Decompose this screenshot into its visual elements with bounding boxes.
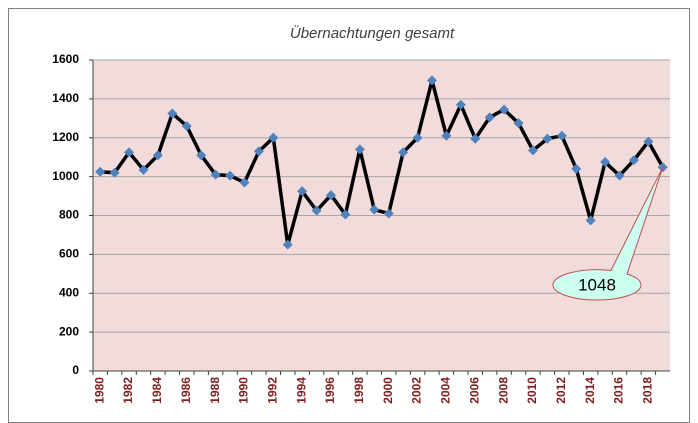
data-point xyxy=(513,118,524,129)
x-tick-label: 1990 xyxy=(237,377,251,404)
data-point xyxy=(527,145,538,156)
data-point xyxy=(455,99,466,110)
series-line xyxy=(100,78,665,247)
callout-shape xyxy=(552,167,664,301)
x-tick-label: 2016 xyxy=(612,377,626,404)
data-point xyxy=(181,121,192,132)
y-tick-label: 1400 xyxy=(52,91,79,105)
data-point xyxy=(369,204,380,215)
x-tick-label: 1996 xyxy=(323,377,337,404)
data-point xyxy=(167,108,178,119)
x-tick-label: 2012 xyxy=(554,377,568,404)
data-point xyxy=(614,170,625,181)
y-tick-label: 1600 xyxy=(52,52,79,66)
data-point xyxy=(239,177,250,188)
data-point xyxy=(354,144,365,155)
y-tick-label: 200 xyxy=(59,324,79,338)
data-point xyxy=(124,147,135,158)
data-point xyxy=(282,239,293,250)
callout-label: 1048 xyxy=(578,275,616,294)
data-point xyxy=(398,147,409,158)
data-point xyxy=(138,164,149,175)
data-point xyxy=(600,157,611,168)
data-point xyxy=(152,150,163,161)
y-tick-label: 1200 xyxy=(52,130,79,144)
data-point xyxy=(95,166,106,177)
x-tick-label: 2006 xyxy=(467,377,481,404)
x-tick-label: 2004 xyxy=(439,377,453,404)
data-point xyxy=(253,146,264,157)
data-point xyxy=(297,186,308,197)
data-point xyxy=(383,208,394,219)
x-tick-label: 1994 xyxy=(294,377,308,404)
x-tick-label: 2018 xyxy=(641,377,655,404)
data-point xyxy=(499,104,510,115)
x-tick-label: 2014 xyxy=(583,377,597,404)
data-point xyxy=(556,130,567,141)
x-tick-label: 1982 xyxy=(121,377,135,404)
data-point xyxy=(628,155,639,166)
data-point xyxy=(340,209,351,220)
data-point xyxy=(210,169,221,180)
chart-title: Übernachtungen gesamt xyxy=(290,24,455,42)
x-tick-label: 1986 xyxy=(179,377,193,404)
y-tick-label: 800 xyxy=(59,208,79,222)
data-point xyxy=(225,170,236,181)
data-point xyxy=(109,167,120,178)
y-tick-label: 400 xyxy=(59,285,79,299)
x-tick-label: 1988 xyxy=(208,377,222,404)
data-point xyxy=(585,215,596,226)
x-tick-label: 2000 xyxy=(381,377,395,404)
data-point xyxy=(326,190,337,201)
data-point xyxy=(484,112,495,123)
x-tick-label: 1980 xyxy=(92,377,106,404)
y-tick-label: 1000 xyxy=(52,169,79,183)
data-point xyxy=(542,133,553,144)
x-tick-label: 2010 xyxy=(525,377,539,404)
data-point xyxy=(311,205,322,216)
y-tick-label: 600 xyxy=(59,247,79,261)
x-tick-label: 1998 xyxy=(352,377,366,404)
data-point xyxy=(470,133,481,144)
x-tick-label: 2002 xyxy=(410,377,424,404)
x-tick-label: 2008 xyxy=(496,377,510,404)
data-point xyxy=(643,136,654,147)
x-tick-label: 1984 xyxy=(150,377,164,404)
data-point xyxy=(268,132,279,143)
data-point xyxy=(571,163,582,174)
x-tick-label: 1992 xyxy=(265,377,279,404)
y-tick-label: 0 xyxy=(72,363,79,377)
data-point xyxy=(441,130,452,141)
data-point xyxy=(426,75,437,86)
data-point xyxy=(412,132,423,143)
data-point xyxy=(196,150,207,161)
